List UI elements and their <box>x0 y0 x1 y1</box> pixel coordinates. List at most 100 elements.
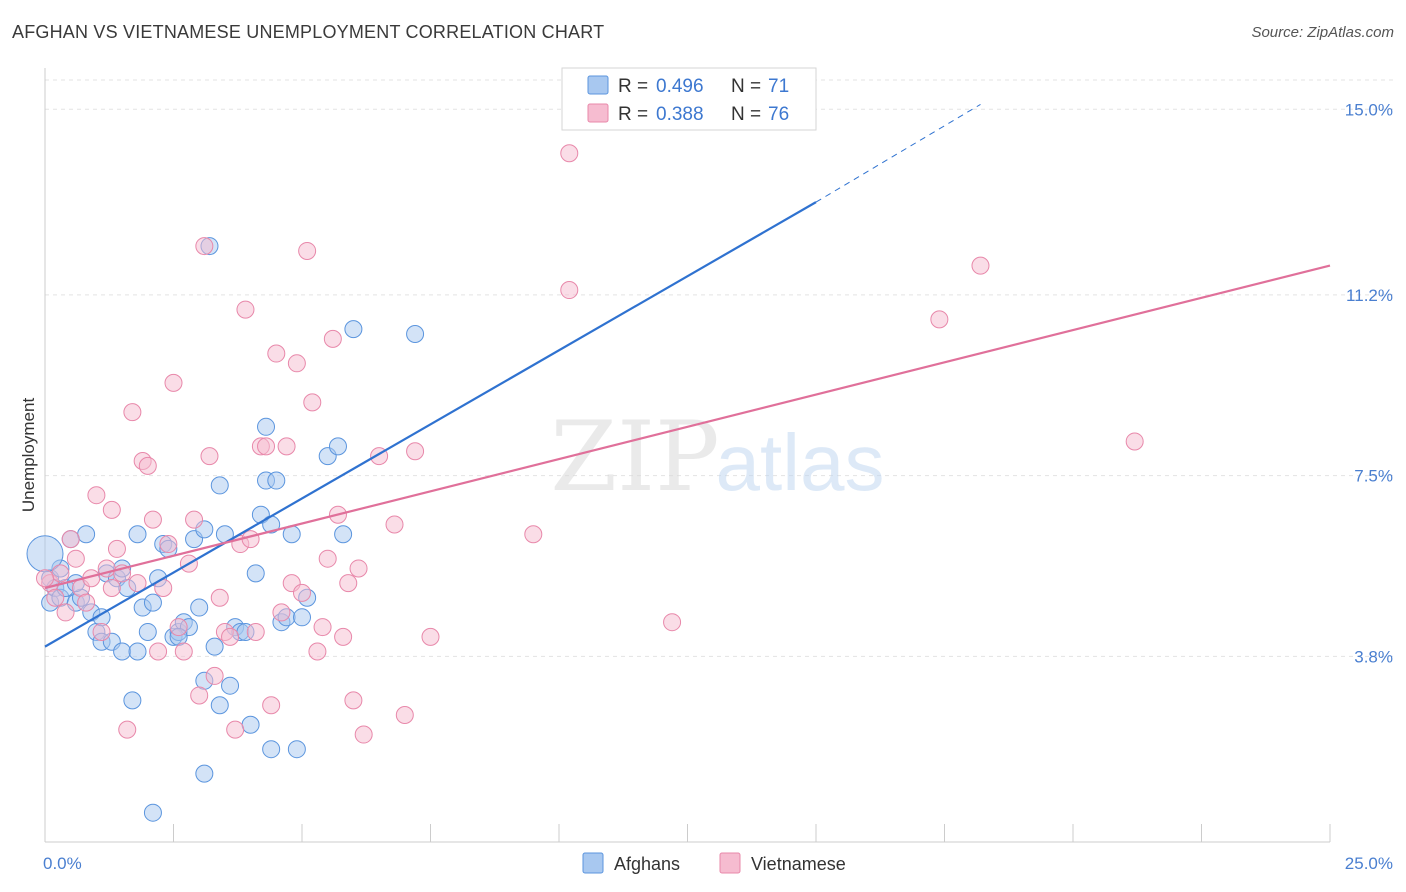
afghans-point <box>287 740 306 759</box>
afghans-point <box>344 320 363 339</box>
watermark-atlas: atlas <box>716 418 885 507</box>
afghans-point <box>138 622 157 641</box>
afghans-point <box>210 696 229 715</box>
watermark: ZIP atlas <box>550 401 884 513</box>
vietnamese-point <box>313 618 332 637</box>
trend-line-vietnamese <box>44 264 1331 590</box>
vietnamese-point <box>971 256 990 275</box>
legend-n-value-afghans: 71 <box>768 76 789 97</box>
vietnamese-point <box>334 627 353 646</box>
afghans-point <box>246 564 265 583</box>
vietnamese-point <box>287 354 306 373</box>
vietnamese-point <box>46 588 65 607</box>
afghans-point <box>267 471 286 490</box>
afghans-point <box>293 608 311 627</box>
vietnamese-point <box>107 539 126 558</box>
vietnamese-point <box>349 559 368 578</box>
afghans-point <box>221 676 240 695</box>
vietnamese-point <box>195 237 214 256</box>
vietnamese-point <box>118 720 137 739</box>
series-legend-label-vietnamese: Vietnamese <box>751 854 846 874</box>
vietnamese-point <box>298 241 317 260</box>
afghans-point <box>406 325 425 343</box>
tick-labels: 3.8% 7.5% 11.2% 15.0% 0.0% 25.0% <box>43 100 1393 873</box>
vietnamese-point <box>930 310 949 329</box>
vietnamese-point <box>308 642 327 661</box>
series-afghans-points <box>26 100 594 822</box>
legend-n-label: N = <box>731 104 761 125</box>
vietnamese-point <box>36 569 54 588</box>
vietnamese-point <box>560 281 579 300</box>
vietnamese-point <box>339 574 358 593</box>
legend-swatch-afghans <box>587 75 609 95</box>
legend-r-label: R = <box>618 76 648 97</box>
vietnamese-point <box>293 583 311 602</box>
vietnamese-point <box>323 329 342 348</box>
series-legend-swatch-afghans <box>582 852 604 874</box>
trend-line-afghans-extension <box>815 103 981 203</box>
afghans-point <box>128 642 147 661</box>
vietnamese-point <box>87 486 106 505</box>
legend-n-value-vietnamese: 76 <box>768 104 789 125</box>
afghans-point <box>143 593 162 612</box>
legend-swatch-vietnamese <box>587 103 609 123</box>
afghans-point <box>128 525 147 544</box>
vietnamese-point <box>354 725 373 744</box>
vietnamese-point <box>262 696 281 715</box>
afghans-point <box>257 417 276 436</box>
vietnamese-point <box>185 510 204 529</box>
vietnamese-point <box>267 344 286 363</box>
legend-n-label: N = <box>731 76 761 97</box>
legend-r-value-vietnamese: 0.388 <box>656 104 704 125</box>
afghans-point <box>262 740 281 759</box>
vietnamese-point <box>277 437 296 456</box>
vietnamese-point <box>66 549 85 568</box>
y-tick-label: 7.5% <box>1354 467 1393 486</box>
x-tick-label-max: 25.0% <box>1345 854 1393 873</box>
afghans-point <box>77 525 96 544</box>
vietnamese-point <box>257 437 276 456</box>
y-tick-label: 15.0% <box>1345 100 1393 119</box>
series-vietnamese-points <box>36 144 1144 744</box>
afghans-point <box>123 691 142 710</box>
vietnamese-point <box>663 613 682 632</box>
vietnamese-point <box>56 603 75 622</box>
vietnamese-point <box>344 691 363 710</box>
vietnamese-point <box>102 500 121 519</box>
axes <box>44 68 1331 843</box>
vietnamese-point <box>236 300 255 319</box>
series-legend-swatch-vietnamese <box>719 852 741 874</box>
y-axis-label: Unemployment <box>19 398 38 513</box>
vietnamese-point <box>421 627 440 646</box>
vietnamese-point <box>159 535 178 554</box>
vietnamese-point <box>226 720 245 739</box>
vietnamese-point <box>138 456 157 475</box>
trend-line-afghans <box>44 201 817 648</box>
source-attribution: Source: ZipAtlas.com <box>1251 24 1394 41</box>
vietnamese-point <box>241 530 260 549</box>
chart-title: AFGHAN VS VIETNAMESE UNEMPLOYMENT CORREL… <box>12 22 605 42</box>
afghans-point <box>143 803 162 822</box>
vietnamese-point <box>205 666 224 685</box>
x-tick-label-min: 0.0% <box>43 854 82 873</box>
afghans-point <box>334 525 353 544</box>
vietnamese-point <box>395 706 414 724</box>
watermark-zip: ZIP <box>550 401 719 513</box>
vietnamese-point <box>560 144 579 163</box>
vietnamese-point <box>61 530 80 549</box>
vietnamese-point <box>92 622 111 641</box>
y-tick-label: 3.8% <box>1354 647 1393 666</box>
vietnamese-point <box>51 564 70 583</box>
series-legend: Afghans Vietnamese <box>582 852 846 874</box>
vietnamese-point <box>169 618 188 637</box>
afghans-point <box>113 642 132 661</box>
vietnamese-point <box>174 642 193 661</box>
vietnamese-point <box>1125 432 1144 451</box>
vietnamese-point <box>524 525 543 544</box>
vietnamese-point <box>318 549 337 568</box>
vietnamese-point <box>128 574 147 593</box>
vietnamese-point <box>406 442 425 461</box>
stats-legend: R = 0.496 N = 71 R = 0.388 N = 76 <box>561 67 817 131</box>
vietnamese-point <box>303 393 322 412</box>
vietnamese-point <box>149 642 168 661</box>
